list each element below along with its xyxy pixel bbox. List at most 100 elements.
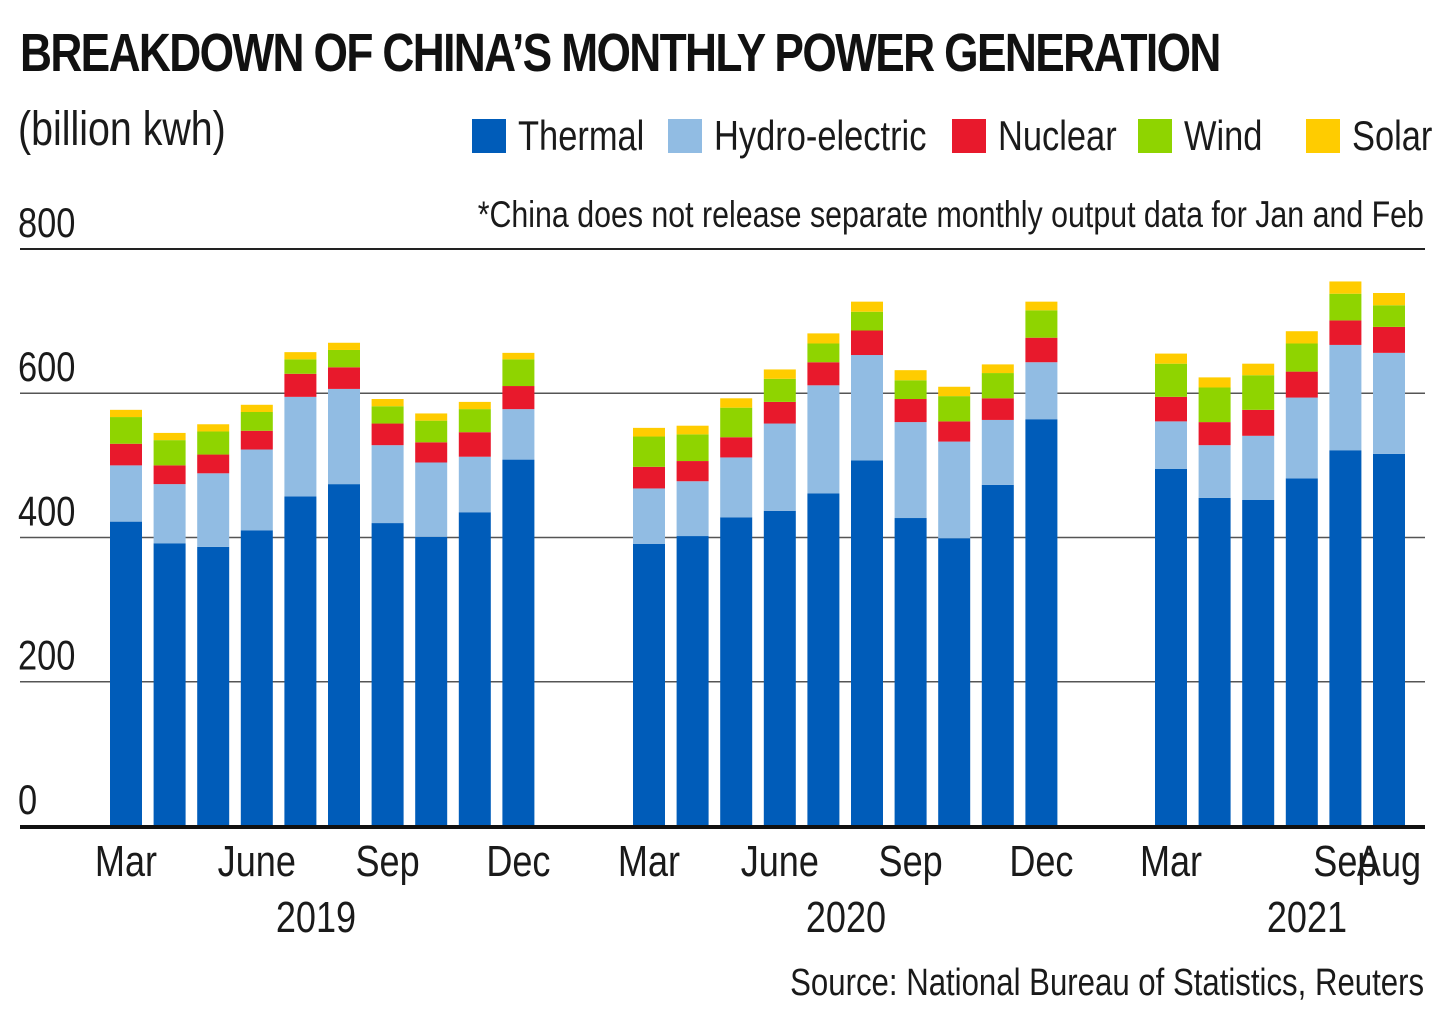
bar-2019-june-thermal (240, 530, 273, 826)
bar-2020-june-solar (763, 369, 796, 379)
x-tick-label-dec: Dec (1009, 837, 1073, 886)
y-tick-label-0: 0 (18, 777, 37, 824)
chart-subtitle: (billion kwh) (18, 103, 226, 156)
bar-2021-aug-nuclear (1373, 326, 1405, 353)
x-tick-label-sep: Sep (1313, 837, 1377, 886)
bar-2019-aug-solar (328, 342, 360, 350)
bar-2019-mar-wind (110, 417, 142, 444)
y-tick-label-600: 600 (18, 344, 75, 391)
bar-2021-mar-nuclear (1155, 396, 1187, 422)
legend-swatch-hydro (668, 119, 702, 153)
bar-2020-may-solar (720, 398, 753, 408)
bar-2020-nov-nuclear (981, 398, 1014, 420)
bar-2020-jul-thermal (807, 493, 840, 826)
bar-2019-nov-solar (458, 401, 491, 410)
bar-2021-jul-hydroelectric (1329, 344, 1362, 451)
chart-note: *China does not release separate monthly… (477, 194, 1424, 235)
bar-2021-apr-hydroelectric (1198, 445, 1231, 498)
x-tick-label-mar: Mar (1140, 837, 1202, 886)
y-tick-label-200: 200 (18, 633, 75, 680)
bar-2019-oct-thermal (415, 536, 448, 826)
bar-2019-apr-wind (153, 440, 186, 466)
bar-2019-may-solar (197, 424, 230, 432)
bar-2020-jul-solar (807, 333, 840, 344)
bar-2019-jul-thermal (284, 496, 317, 826)
bar-2021-apr-solar (1198, 377, 1231, 388)
legend-swatch-wind (1138, 119, 1172, 153)
bar-2021-apr-nuclear (1198, 422, 1231, 446)
year-label-2021: 2021 (1267, 893, 1347, 942)
bar-2020-nov-thermal (981, 484, 1014, 826)
bar-2019-may-hydroelectric (197, 473, 230, 547)
bar-2021-jul-thermal (1329, 450, 1362, 826)
bar-2019-may-nuclear (197, 454, 230, 474)
bar-2021-may-hydroelectric (1242, 435, 1275, 500)
bar-2019-oct-nuclear (415, 442, 448, 463)
bar-2021-june-solar (1285, 331, 1318, 344)
bar-2019-mar-nuclear (110, 443, 142, 466)
bar-2020-nov-solar (981, 364, 1014, 374)
bar-2020-aug-thermal (851, 460, 883, 826)
bar-2021-june-thermal (1285, 478, 1318, 826)
bar-2020-oct-thermal (938, 538, 971, 826)
bar-2020-may-nuclear (720, 437, 753, 458)
legend-swatch-solar (1306, 119, 1340, 153)
bar-2020-apr-hydroelectric (676, 481, 709, 537)
bar-2021-may-thermal (1242, 499, 1275, 826)
bar-2020-apr-nuclear (676, 461, 709, 482)
bar-2020-aug-nuclear (851, 330, 883, 356)
bar-2021-mar-thermal (1155, 468, 1187, 826)
bar-2019-june-hydroelectric (240, 449, 273, 531)
bar-2020-oct-solar (938, 386, 971, 397)
bar-2021-aug-solar (1373, 292, 1405, 306)
bar-2019-june-nuclear (240, 430, 273, 450)
legend-swatch-thermal (472, 119, 506, 153)
legend-item-wind: Wind (1138, 112, 1280, 160)
legend-item-solar: Solar (1306, 112, 1440, 160)
bar-2021-jul-nuclear (1329, 320, 1362, 345)
year-label-2019: 2019 (276, 893, 356, 942)
bar-2020-oct-wind (938, 396, 971, 422)
bar-2019-june-solar (240, 404, 273, 413)
bar-2019-june-wind (240, 412, 273, 431)
legend-item-nuclear: Nuclear (952, 112, 1143, 160)
bar-2020-aug-wind (851, 311, 883, 331)
bar-2020-dec-thermal (1025, 419, 1058, 826)
bar-2019-mar-thermal (110, 521, 142, 826)
bar-2020-mar-thermal (633, 543, 665, 826)
bar-2019-sep-solar (371, 399, 404, 407)
bar-2019-sep-nuclear (371, 423, 404, 446)
bar-2019-apr-hydroelectric (153, 484, 186, 544)
bar-2021-aug-thermal (1373, 453, 1405, 826)
year-label-2020: 2020 (806, 893, 886, 942)
bar-2021-may-solar (1242, 363, 1275, 376)
bar-2021-june-wind (1285, 343, 1318, 372)
bar-2019-dec-hydroelectric (502, 409, 535, 460)
bar-2020-jul-wind (807, 343, 840, 363)
y-tick-label-800: 800 (18, 200, 75, 247)
bar-2019-nov-wind (458, 409, 491, 433)
bar-2020-may-hydroelectric (720, 457, 753, 518)
legend-label-thermal: Thermal (518, 112, 645, 159)
bar-2020-mar-nuclear (633, 466, 665, 489)
bar-2020-dec-wind (1025, 310, 1058, 338)
bar-2020-aug-hydroelectric (851, 355, 883, 461)
chart-title: BREAKDOWN OF CHINA’S MONTHLY POWER GENER… (20, 23, 1221, 83)
bar-2019-sep-thermal (371, 523, 404, 826)
bar-2019-mar-solar (110, 409, 142, 418)
bar-2019-apr-nuclear (153, 465, 186, 485)
bar-2021-june-nuclear (1285, 371, 1318, 398)
bar-2020-jul-nuclear (807, 362, 840, 386)
bar-2020-sep-wind (894, 380, 927, 400)
x-tick-label-mar: Mar (95, 837, 157, 886)
legend-label-wind: Wind (1184, 112, 1263, 159)
bar-2020-apr-thermal (676, 536, 709, 826)
bar-2019-apr-solar (153, 432, 186, 441)
bar-2019-jul-nuclear (284, 373, 317, 397)
bar-2021-aug-wind (1373, 305, 1405, 327)
bar-2021-june-hydroelectric (1285, 397, 1318, 479)
bar-2020-aug-solar (851, 301, 883, 312)
bar-2019-aug-nuclear (328, 367, 360, 389)
bar-2019-sep-hydroelectric (371, 445, 404, 524)
legend: Thermal Hydro-electric Nuclear Wind Sola… (0, 112, 1440, 162)
